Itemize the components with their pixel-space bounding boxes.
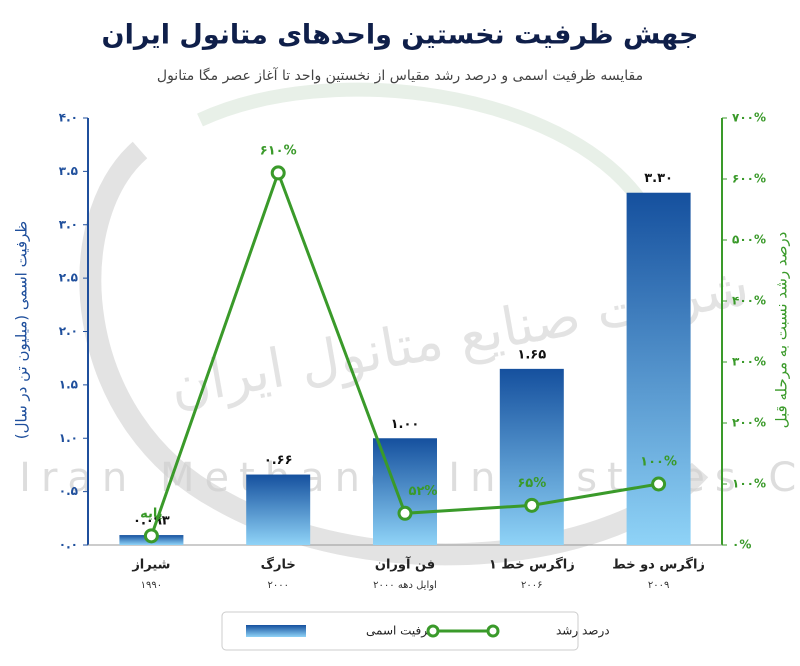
y-tick-label: ۳.۵ — [59, 164, 78, 178]
bar-value-label: ۰.۶۶ — [264, 453, 293, 468]
growth-marker — [270, 165, 286, 181]
x-tick-label: شیراز — [131, 558, 170, 573]
legend-marker — [426, 624, 440, 638]
x-tick-label: خارگ — [261, 556, 296, 573]
growth-value-label: ۶۵% — [517, 476, 546, 491]
x-tick-label: زاگرس دو خط — [612, 557, 705, 573]
y2-axis-title: درصد رشد نسبت به مرحله قبل — [773, 232, 791, 429]
y-tick-label: ۲.۵ — [59, 271, 78, 285]
bar — [499, 368, 564, 545]
y-tick-label: ۰.۵ — [59, 484, 78, 498]
growth-value-label: ۶۱۰% — [260, 143, 297, 158]
y-tick-label: ۱.۰ — [59, 431, 78, 445]
bar — [246, 474, 311, 545]
bar-value-label: ۱.۶۵ — [517, 347, 546, 362]
growth-value-label: ۱۰۰% — [640, 455, 677, 470]
bar-value-label: ۱.۰۰ — [391, 417, 420, 432]
bar-value-label: ۳.۳۰ — [644, 171, 673, 186]
legend-label: درصد رشد — [556, 624, 610, 639]
growth-marker — [651, 476, 667, 492]
bar-value-label: ۰.۰۹۳ — [133, 514, 170, 529]
watermark-swoosh — [197, 82, 646, 205]
x-tick-note: ۲۰۰۹ — [648, 580, 669, 591]
legend-label: ظرفیت اسمی — [366, 624, 437, 639]
growth-marker — [397, 505, 413, 521]
y2-tick-label: ۰% — [732, 538, 751, 552]
watermark-swoosh — [79, 141, 709, 566]
x-tick-label: زاگرس خط ۱ — [489, 557, 575, 573]
growth-value-label: پایه — [140, 506, 163, 521]
y-tick-label: ۱.۵ — [59, 377, 78, 391]
legend-marker — [486, 624, 500, 638]
growth-marker — [524, 497, 540, 513]
x-tick-note: ۲۰۰۶ — [521, 580, 542, 591]
y-tick-label: ۳.۰ — [59, 217, 78, 231]
x-tick-label: فن آوران — [375, 556, 435, 573]
y2-tick-label: ۷۰۰% — [732, 111, 766, 125]
y2-tick-label: ۳۰۰% — [732, 355, 766, 369]
legend-box — [221, 611, 579, 651]
chart-title: جهش ظرفیت نخستین واحدهای متانول ایران — [102, 20, 699, 51]
bar — [626, 192, 691, 545]
growth-marker — [143, 528, 159, 544]
y-tick-label: ۰.۰ — [59, 538, 78, 552]
y-axis-title: ظرفیت اسمی (میلیون تن در سال) — [13, 221, 31, 439]
y-tick-label: ۲.۰ — [59, 324, 78, 338]
x-tick-note: ۱۹۹۰ — [141, 580, 162, 591]
y2-tick-label: ۵۰۰% — [732, 233, 766, 247]
legend-swatch — [246, 625, 306, 637]
x-tick-note: ۲۰۰۰ — [267, 580, 288, 591]
y-tick-label: ۴.۰ — [59, 111, 78, 125]
growth-value-label: ۵۲% — [409, 484, 438, 499]
y2-tick-label: ۶۰۰% — [732, 172, 766, 186]
chart-subtitle: مقایسه ظرفیت اسمی و درصد رشد مقیاس از نخ… — [157, 67, 643, 84]
y2-tick-label: ۴۰۰% — [732, 294, 766, 308]
x-tick-note: اوایل دهه ۲۰۰۰ — [373, 580, 437, 591]
y2-tick-label: ۲۰۰% — [732, 416, 766, 430]
y2-tick-label: ۱۰۰% — [732, 477, 766, 491]
